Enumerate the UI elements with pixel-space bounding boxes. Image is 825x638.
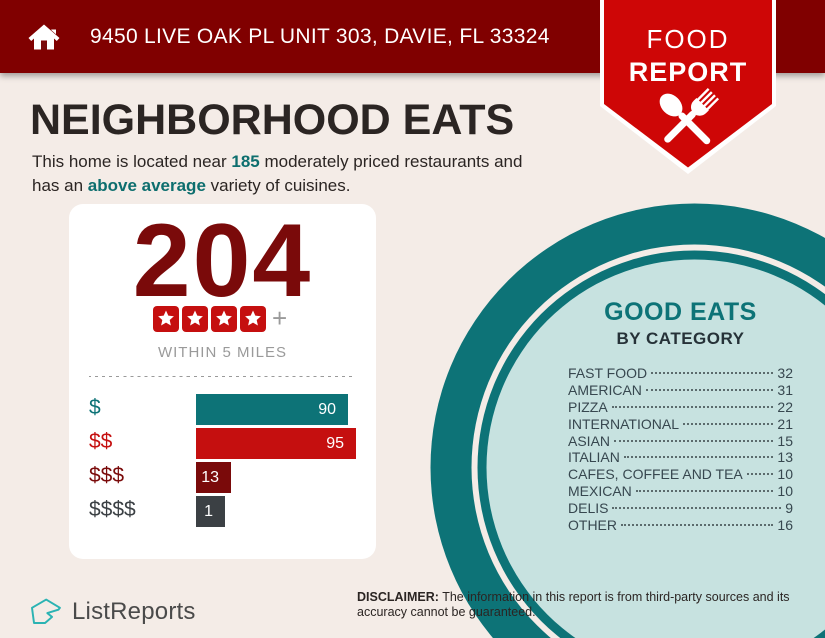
svg-text:FOOD: FOOD bbox=[646, 24, 729, 54]
svg-text:+: + bbox=[272, 305, 287, 333]
svg-text:REPORT: REPORT bbox=[629, 57, 748, 87]
